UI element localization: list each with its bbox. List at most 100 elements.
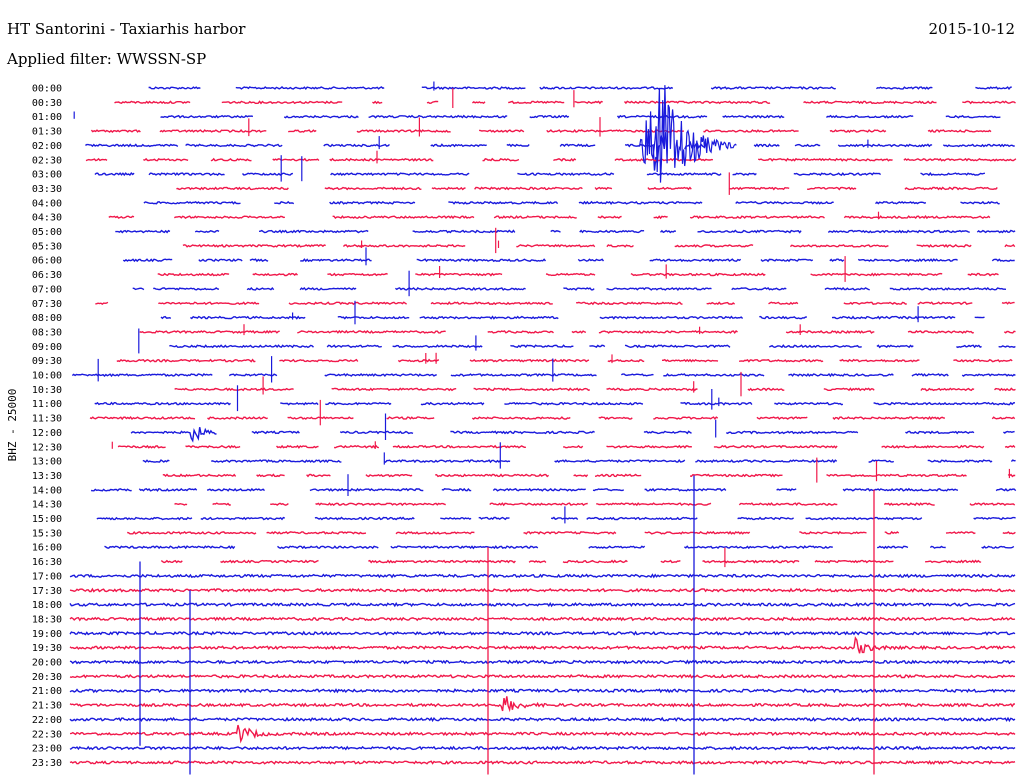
row-time-label: 13:30: [32, 471, 62, 482]
trace-segment: [1004, 444, 1016, 449]
trace-segment: [881, 444, 985, 449]
trace-row: [138, 328, 1016, 354]
trace-segment: [158, 301, 260, 306]
trace-segment: [246, 286, 275, 291]
row-time-label: 03:30: [32, 184, 62, 195]
trace-row: [69, 630, 1016, 636]
trace-segment: [143, 200, 241, 205]
row-time-label: 23:00: [32, 744, 62, 755]
row-time-label: 01:30: [32, 127, 62, 138]
trace-segment: [653, 416, 719, 420]
trace-segment: [368, 559, 516, 564]
trace-segment: [646, 172, 722, 176]
trace-segment: [905, 430, 975, 435]
trace-segment: [95, 301, 109, 305]
trace-segment: [981, 545, 1015, 549]
trace-row: [69, 745, 1016, 751]
trace-segment: [826, 473, 967, 478]
trace-segment: [674, 244, 754, 248]
trace-row: [71, 356, 1016, 383]
trace-segment: [953, 358, 1013, 363]
trace-row: [90, 117, 992, 137]
trace-segment: [827, 229, 970, 234]
row-time-label: 11:30: [32, 414, 62, 425]
earthquake-burst: [638, 85, 737, 183]
row-time-label: 22:00: [32, 715, 62, 726]
trace-segment: [925, 559, 982, 564]
trace-segment: [528, 560, 547, 564]
trace-segment: [90, 129, 141, 133]
trace-segment: [450, 430, 595, 435]
trace-segment: [392, 344, 483, 349]
trace-segment: [903, 157, 1017, 162]
trace-segment: [738, 502, 838, 507]
trace-segment: [529, 114, 570, 119]
trace-row: [69, 673, 1016, 679]
trace-segment: [942, 143, 1015, 148]
row-time-label: 08:30: [32, 327, 62, 338]
trace-row: [160, 547, 982, 568]
trace-segment: [169, 344, 314, 349]
trace-segment: [630, 272, 766, 277]
trace-segment: [916, 243, 972, 248]
trace-segment: [252, 272, 298, 277]
trace-segment: [599, 315, 744, 320]
trace-segment: [69, 573, 1016, 579]
trace-segment: [516, 244, 596, 248]
row-time-label: 03:00: [32, 170, 62, 181]
trace-segment: [334, 444, 379, 449]
row-time-label: 02:00: [32, 141, 62, 152]
trace-segment: [153, 287, 220, 291]
trace-segment: [753, 143, 780, 148]
trace-segment: [132, 287, 145, 291]
trace-segment: [839, 358, 920, 363]
trace-segment: [69, 716, 1016, 723]
trace-row: [160, 300, 985, 325]
trace-segment: [877, 545, 909, 550]
trace-row: [94, 385, 1015, 412]
page-header: HT Santorini - Taxiarhis harbor 2015-10-…: [0, 0, 1024, 80]
trace-segment: [614, 157, 713, 162]
trace-segment: [394, 286, 526, 291]
trace-segment: [837, 143, 933, 148]
trace-segment: [598, 330, 738, 334]
trace-segment: [653, 215, 668, 220]
trace-row: [69, 696, 1016, 713]
row-time-label: 01:00: [32, 112, 62, 123]
row-time-label: 05:00: [32, 227, 62, 238]
trace-segment: [843, 301, 907, 305]
trace-row: [157, 256, 999, 282]
station-title: HT Santorini - Taxiarhis harbor: [7, 20, 246, 38]
trace-segment: [596, 502, 712, 507]
trace-segment: [329, 157, 434, 162]
trace-segment: [883, 502, 935, 507]
trace-segment: [550, 229, 561, 233]
trace-segment: [889, 287, 1007, 291]
trace-segment: [589, 344, 606, 348]
trace-row: [148, 81, 1012, 91]
trace-segment: [546, 128, 684, 133]
trace-segment: [339, 430, 414, 435]
trace-row: [174, 502, 1016, 507]
time-labels: 00:00 00:30 01:00 01:30 02:00 02:30 03:00 03:30…: [32, 84, 62, 769]
row-time-label: 19:30: [32, 643, 62, 654]
trace-segment: [85, 157, 108, 162]
trace-segment: [803, 100, 937, 105]
trace-segment: [279, 358, 359, 363]
trace-row: [132, 270, 1007, 297]
trace-segment: [768, 301, 799, 305]
trace-segment: [731, 286, 787, 291]
trace-segment: [831, 315, 956, 320]
trace-segment: [471, 416, 571, 420]
trace-segment: [620, 373, 654, 377]
trace-segment: [130, 427, 217, 443]
trace-segment: [873, 401, 1015, 406]
trace-row: [69, 716, 1016, 723]
trace-segment: [760, 258, 814, 263]
trace-row: [91, 474, 1017, 496]
trace-segment: [266, 530, 367, 535]
trace-segment: [660, 559, 681, 564]
trace-row: [69, 636, 1016, 654]
trace-segment: [794, 143, 821, 148]
filter-label: Applied filter: WWSSN-SP: [7, 50, 207, 68]
